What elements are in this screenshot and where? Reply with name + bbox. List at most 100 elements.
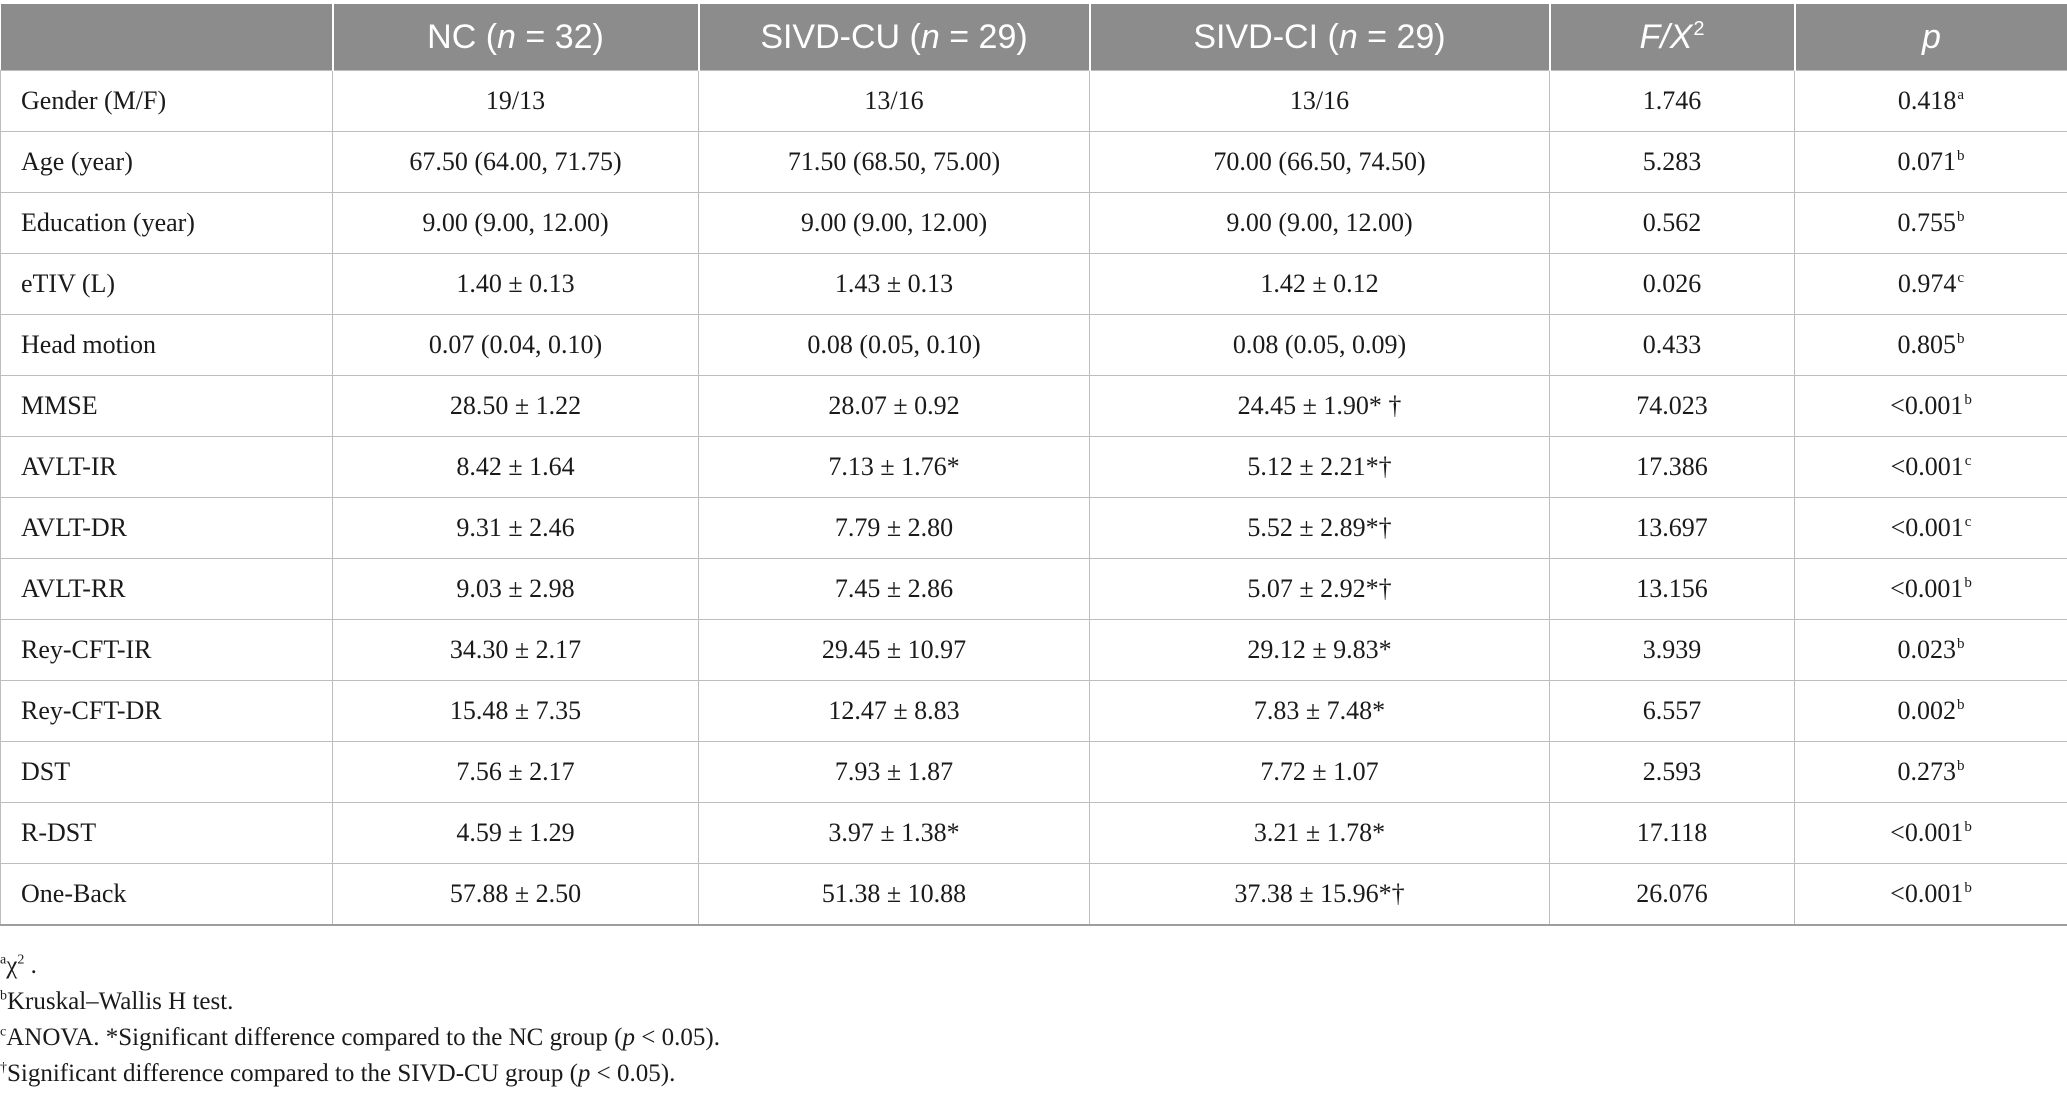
- cell-statistic: 74.023: [1549, 375, 1795, 437]
- row-label: One-Back: [0, 863, 333, 926]
- cell-sivd-ci: 7.83 ± 7.48*: [1089, 680, 1550, 742]
- cell-sivd-ci: 5.52 ± 2.89*†: [1089, 497, 1550, 559]
- cell-sivd-ci: 0.08 (0.05, 0.09): [1089, 314, 1550, 376]
- row-label: Rey-CFT-IR: [0, 619, 333, 681]
- footnote-mark: b: [1964, 819, 1972, 836]
- table-container: NC (n = 32) SIVD-CU (n = 29) SIVD-CI (n …: [0, 4, 2067, 926]
- cell-statistic: 26.076: [1549, 863, 1795, 926]
- cell-p: <0.001c: [1794, 497, 2067, 559]
- table-row: One-Back 57.88 ± 2.50 51.38 ± 10.88 37.3…: [0, 863, 2067, 926]
- footnote-mark: b: [1957, 758, 1965, 775]
- footnote-mark: b: [1957, 209, 1965, 226]
- cell-nc: 9.03 ± 2.98: [332, 558, 699, 620]
- row-label: MMSE: [0, 375, 333, 437]
- footnote-mark: b: [1964, 880, 1972, 897]
- row-label: AVLT-IR: [0, 436, 333, 498]
- cell-sivd-cu: 0.08 (0.05, 0.10): [698, 314, 1090, 376]
- row-label: eTIV (L): [0, 253, 333, 315]
- row-label: Head motion: [0, 314, 333, 376]
- cell-sivd-cu: 51.38 ± 10.88: [698, 863, 1090, 926]
- footnote-mark: c: [1957, 270, 1965, 287]
- cell-nc: 67.50 (64.00, 71.75): [332, 131, 699, 193]
- row-label: AVLT-RR: [0, 558, 333, 620]
- cell-nc: 0.07 (0.04, 0.10): [332, 314, 699, 376]
- cell-sivd-cu: 7.79 ± 2.80: [698, 497, 1090, 559]
- cell-statistic: 3.939: [1549, 619, 1795, 681]
- footnote-a: aχ2 .: [0, 952, 37, 979]
- footnote-mark: b: [1957, 636, 1965, 653]
- cell-sivd-cu: 9.00 (9.00, 12.00): [698, 192, 1090, 254]
- cell-statistic: 13.156: [1549, 558, 1795, 620]
- row-label: DST: [0, 741, 333, 803]
- cell-statistic: 0.026: [1549, 253, 1795, 315]
- cell-p: 0.755b: [1794, 192, 2067, 254]
- header-variable: [0, 4, 334, 71]
- cell-sivd-cu: 29.45 ± 10.97: [698, 619, 1090, 681]
- cell-p: <0.001b: [1794, 375, 2067, 437]
- table-footnotes: aχ2 . bKruskal–Wallis H test. cANOVA. *S…: [0, 948, 2067, 1092]
- table-row: Rey-CFT-DR 15.48 ± 7.35 12.47 ± 8.83 7.8…: [0, 680, 2067, 742]
- cell-p: 0.273b: [1794, 741, 2067, 803]
- table-row: AVLT-RR 9.03 ± 2.98 7.45 ± 2.86 5.07 ± 2…: [0, 558, 2067, 620]
- table-row: MMSE 28.50 ± 1.22 28.07 ± 0.92 24.45 ± 1…: [0, 375, 2067, 437]
- cell-nc: 9.00 (9.00, 12.00): [332, 192, 699, 254]
- cell-nc: 57.88 ± 2.50: [332, 863, 699, 926]
- cell-sivd-ci: 5.12 ± 2.21*†: [1089, 436, 1550, 498]
- cell-p: 0.974c: [1794, 253, 2067, 315]
- cell-statistic: 5.283: [1549, 131, 1795, 193]
- footnote-mark: a: [0, 952, 7, 968]
- cell-statistic: 2.593: [1549, 741, 1795, 803]
- row-label: R-DST: [0, 802, 333, 864]
- cell-sivd-cu: 28.07 ± 0.92: [698, 375, 1090, 437]
- footnote-mark: b: [1964, 392, 1972, 409]
- footnote-mark: b: [1957, 331, 1965, 348]
- cell-p: <0.001b: [1794, 802, 2067, 864]
- cell-nc: 7.56 ± 2.17: [332, 741, 699, 803]
- footnote-mark: †: [0, 1060, 7, 1076]
- cell-sivd-ci: 29.12 ± 9.83*: [1089, 619, 1550, 681]
- cell-sivd-cu: 7.93 ± 1.87: [698, 741, 1090, 803]
- table-row: R-DST 4.59 ± 1.29 3.97 ± 1.38* 3.21 ± 1.…: [0, 802, 2067, 864]
- footnote-mark: b: [1957, 697, 1965, 714]
- footnote-mark: c: [0, 1024, 7, 1040]
- cell-sivd-ci: 9.00 (9.00, 12.00): [1089, 192, 1550, 254]
- row-label: Gender (M/F): [0, 70, 333, 132]
- footnote-c: cANOVA. *Significant difference compared…: [0, 1024, 720, 1051]
- cell-statistic: 17.118: [1549, 802, 1795, 864]
- cell-sivd-ci: 3.21 ± 1.78*: [1089, 802, 1550, 864]
- cell-nc: 8.42 ± 1.64: [332, 436, 699, 498]
- cell-sivd-cu: 12.47 ± 8.83: [698, 680, 1090, 742]
- footnote-mark: c: [1964, 453, 1972, 470]
- table-row: eTIV (L) 1.40 ± 0.13 1.43 ± 0.13 1.42 ± …: [0, 253, 2067, 315]
- footnote-b: bKruskal–Wallis H test.: [0, 988, 234, 1015]
- cell-statistic: 1.746: [1549, 70, 1795, 132]
- cell-statistic: 0.433: [1549, 314, 1795, 376]
- footnote-dagger: †Significant difference compared to the …: [0, 1060, 676, 1087]
- cell-p: 0.805b: [1794, 314, 2067, 376]
- footnote-mark: b: [0, 988, 7, 1004]
- cell-nc: 4.59 ± 1.29: [332, 802, 699, 864]
- table-row: AVLT-IR 8.42 ± 1.64 7.13 ± 1.76* 5.12 ± …: [0, 436, 2067, 498]
- cell-sivd-cu: 13/16: [698, 70, 1090, 132]
- cell-statistic: 17.386: [1549, 436, 1795, 498]
- cell-sivd-ci: 24.45 ± 1.90* †: [1089, 375, 1550, 437]
- cell-nc: 9.31 ± 2.46: [332, 497, 699, 559]
- cell-sivd-ci: 7.72 ± 1.07: [1089, 741, 1550, 803]
- table-row: AVLT-DR 9.31 ± 2.46 7.79 ± 2.80 5.52 ± 2…: [0, 497, 2067, 559]
- cell-nc: 19/13: [332, 70, 699, 132]
- header-nc: NC (n = 32): [332, 4, 700, 71]
- table-row: Head motion 0.07 (0.04, 0.10) 0.08 (0.05…: [0, 314, 2067, 376]
- row-label: Age (year): [0, 131, 333, 193]
- cell-p: 0.023b: [1794, 619, 2067, 681]
- cell-p: 0.418a: [1794, 70, 2067, 132]
- table-row: Education (year) 9.00 (9.00, 12.00) 9.00…: [0, 192, 2067, 254]
- cell-p: <0.001b: [1794, 558, 2067, 620]
- cell-sivd-cu: 71.50 (68.50, 75.00): [698, 131, 1090, 193]
- header-sivd-ci: SIVD-CI (n = 29): [1089, 4, 1551, 71]
- cell-statistic: 13.697: [1549, 497, 1795, 559]
- cell-nc: 34.30 ± 2.17: [332, 619, 699, 681]
- cell-sivd-ci: 37.38 ± 15.96*†: [1089, 863, 1550, 926]
- header-row: NC (n = 32) SIVD-CU (n = 29) SIVD-CI (n …: [0, 4, 2067, 71]
- cell-sivd-cu: 7.45 ± 2.86: [698, 558, 1090, 620]
- cell-nc: 1.40 ± 0.13: [332, 253, 699, 315]
